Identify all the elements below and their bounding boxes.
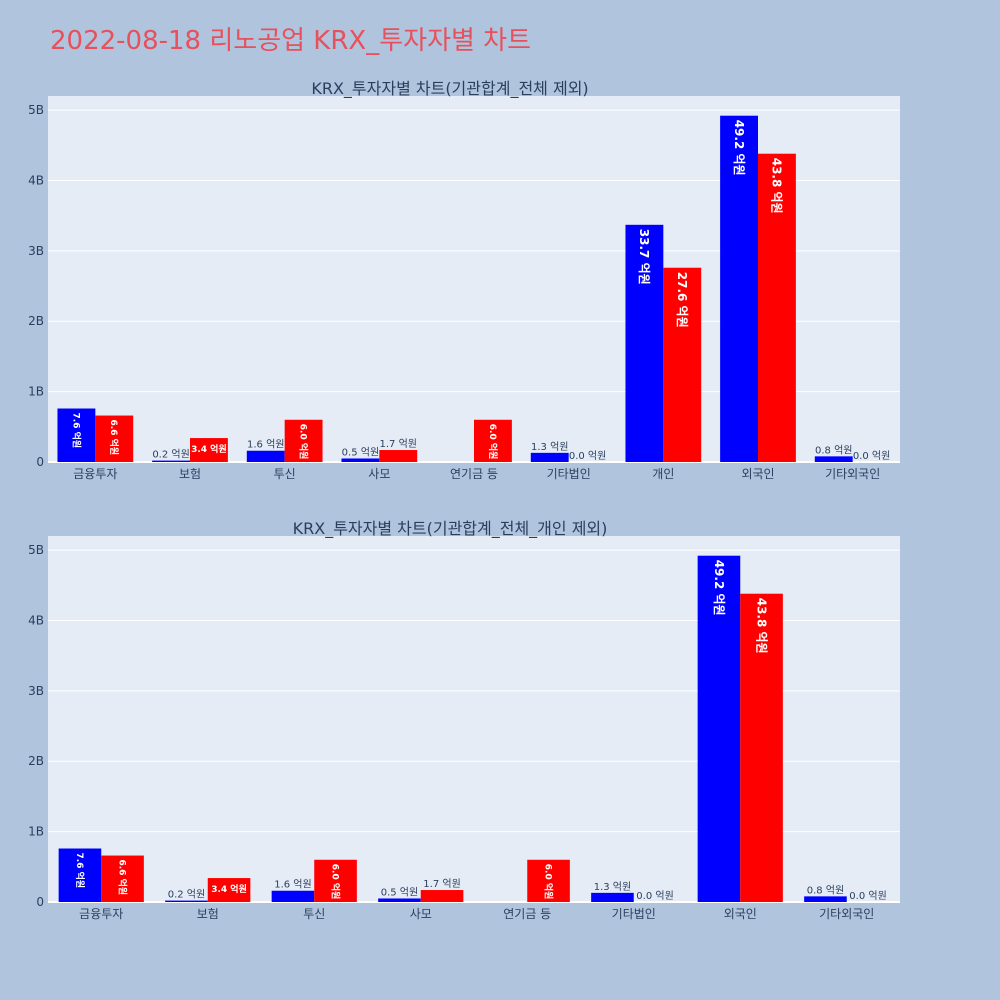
bar: [530, 452, 569, 462]
bar: [697, 555, 741, 902]
y-tick-label: 2B: [28, 754, 44, 768]
bar-data-label: 0.0 억원: [636, 890, 673, 902]
bar: [101, 855, 144, 902]
bar-data-label: 43.8 억원: [754, 598, 768, 654]
bar-data-label: 0.8 억원: [807, 884, 844, 896]
bar: [474, 419, 512, 462]
bar: [527, 859, 570, 902]
x-tick-label: 기타법인: [612, 907, 656, 921]
y-tick-label: 1B: [28, 825, 44, 839]
bar: [420, 890, 464, 902]
y-tick-label: 1B: [28, 385, 44, 399]
bar-data-label: 1.7 억원: [380, 438, 417, 450]
bar: [625, 224, 664, 462]
bar: [165, 900, 208, 902]
bar-data-label: 0.5 억원: [381, 886, 418, 898]
bar-data-label: 0.2 억원: [168, 889, 205, 901]
x-tick-label: 투신: [274, 467, 296, 481]
bar-data-label: 1.6 억원: [274, 879, 311, 891]
bar: [58, 848, 102, 902]
bar-data-label: 0.0 억원: [569, 450, 606, 462]
x-tick-label: 기타외국인: [825, 467, 880, 481]
x-tick-label: 기타외국인: [819, 907, 874, 921]
bar-data-label: 1.3 억원: [531, 441, 568, 453]
bar-data-label: 49.2 억원: [732, 120, 746, 176]
bar: [758, 153, 796, 462]
chart-subtitle: KRX_투자자별 차트(기관합계_전체_개인 제외): [293, 519, 608, 539]
bar: [379, 450, 418, 462]
bar: [57, 408, 96, 462]
page-title: 2022-08-18 리노공업 KRX_투자자별 차트: [50, 26, 532, 56]
bar: [740, 593, 783, 902]
bar-data-label: 0.0 억원: [849, 890, 886, 902]
bar-data-label: 1.7 억원: [423, 878, 460, 890]
bar-data-label: 6.0 억원: [329, 864, 341, 900]
x-tick-label: 개인: [652, 467, 674, 481]
bar-data-label: 1.6 억원: [247, 439, 284, 451]
bar-data-label: 6.0 억원: [542, 864, 554, 900]
bar: [663, 267, 702, 462]
bar: [814, 456, 853, 462]
y-tick-label: 2B: [28, 314, 44, 328]
y-tick-label: 5B: [28, 543, 44, 557]
y-tick-label: 3B: [28, 684, 44, 698]
bar-data-label: 33.7 억원: [637, 229, 651, 285]
x-tick-label: 금융투자: [73, 467, 117, 481]
bar: [591, 892, 634, 902]
bar: [152, 460, 190, 462]
bar: [95, 415, 134, 462]
bar: [207, 878, 251, 902]
x-tick-label: 보험: [179, 467, 201, 481]
y-tick-label: 0: [36, 455, 44, 469]
bar: [804, 896, 847, 902]
chart-subtitle: KRX_투자자별 차트(기관합계_전체 제외): [311, 79, 588, 99]
bar-data-label: 49.2 억원: [712, 560, 726, 616]
bar: [271, 890, 315, 902]
x-tick-label: 연기금 등: [503, 907, 551, 921]
bar-data-label: 6.0 억원: [297, 424, 309, 460]
bar-data-label: 3.4 억원: [211, 883, 247, 895]
bar-data-label: 1.3 억원: [594, 881, 631, 893]
x-tick-label: 보험: [197, 907, 219, 921]
bar-data-label: 0.0 억원: [853, 450, 890, 462]
y-tick-label: 5B: [28, 103, 44, 117]
x-tick-label: 사모: [410, 907, 432, 921]
x-tick-label: 연기금 등: [450, 467, 498, 481]
bar: [284, 419, 323, 462]
x-tick-label: 외국인: [724, 907, 757, 921]
bar-data-label: 27.6 억원: [675, 272, 689, 328]
chart-bottom: KRX_투자자별 차트(기관합계_전체_개인 제외) 0 1B 2B 3B 4B 5B 금융투…: [28, 519, 900, 921]
y-tick-label: 4B: [28, 613, 44, 627]
y-tick-label: 0: [36, 895, 44, 909]
bar-data-label: 3.4 억원: [191, 443, 227, 455]
bar-data-label: 0.2 억원: [152, 449, 189, 461]
x-tick-label: 외국인: [741, 467, 774, 481]
bar-data-label: 6.6 억원: [108, 420, 120, 456]
bar: [720, 115, 758, 462]
bar-data-label: 0.5 억원: [342, 446, 379, 458]
y-tick-label: 3B: [28, 244, 44, 258]
bar-data-label: 7.6 억원: [70, 413, 82, 449]
x-tick-label: 사모: [368, 467, 390, 481]
chart-top: KRX_투자자별 차트(기관합계_전체 제외) 0 1B 2B 3B 4B 5B 금융투자 7.…: [28, 79, 900, 481]
x-tick-label: 금융투자: [79, 907, 123, 921]
bar-data-label: 43.8 억원: [770, 158, 784, 214]
y-tick-label: 4B: [28, 173, 44, 187]
bar: [246, 450, 285, 462]
bar: [314, 859, 357, 902]
x-tick-label: 기타법인: [547, 467, 591, 481]
bar: [341, 458, 380, 462]
x-tick-label: 투신: [303, 907, 325, 921]
bar-data-label: 7.6 억원: [74, 853, 86, 889]
bar-data-label: 6.6 억원: [116, 860, 128, 896]
bar: [378, 898, 421, 902]
bar: [190, 438, 228, 462]
bar-data-label: 0.8 억원: [815, 444, 852, 456]
bar-data-label: 6.0 억원: [487, 424, 499, 460]
